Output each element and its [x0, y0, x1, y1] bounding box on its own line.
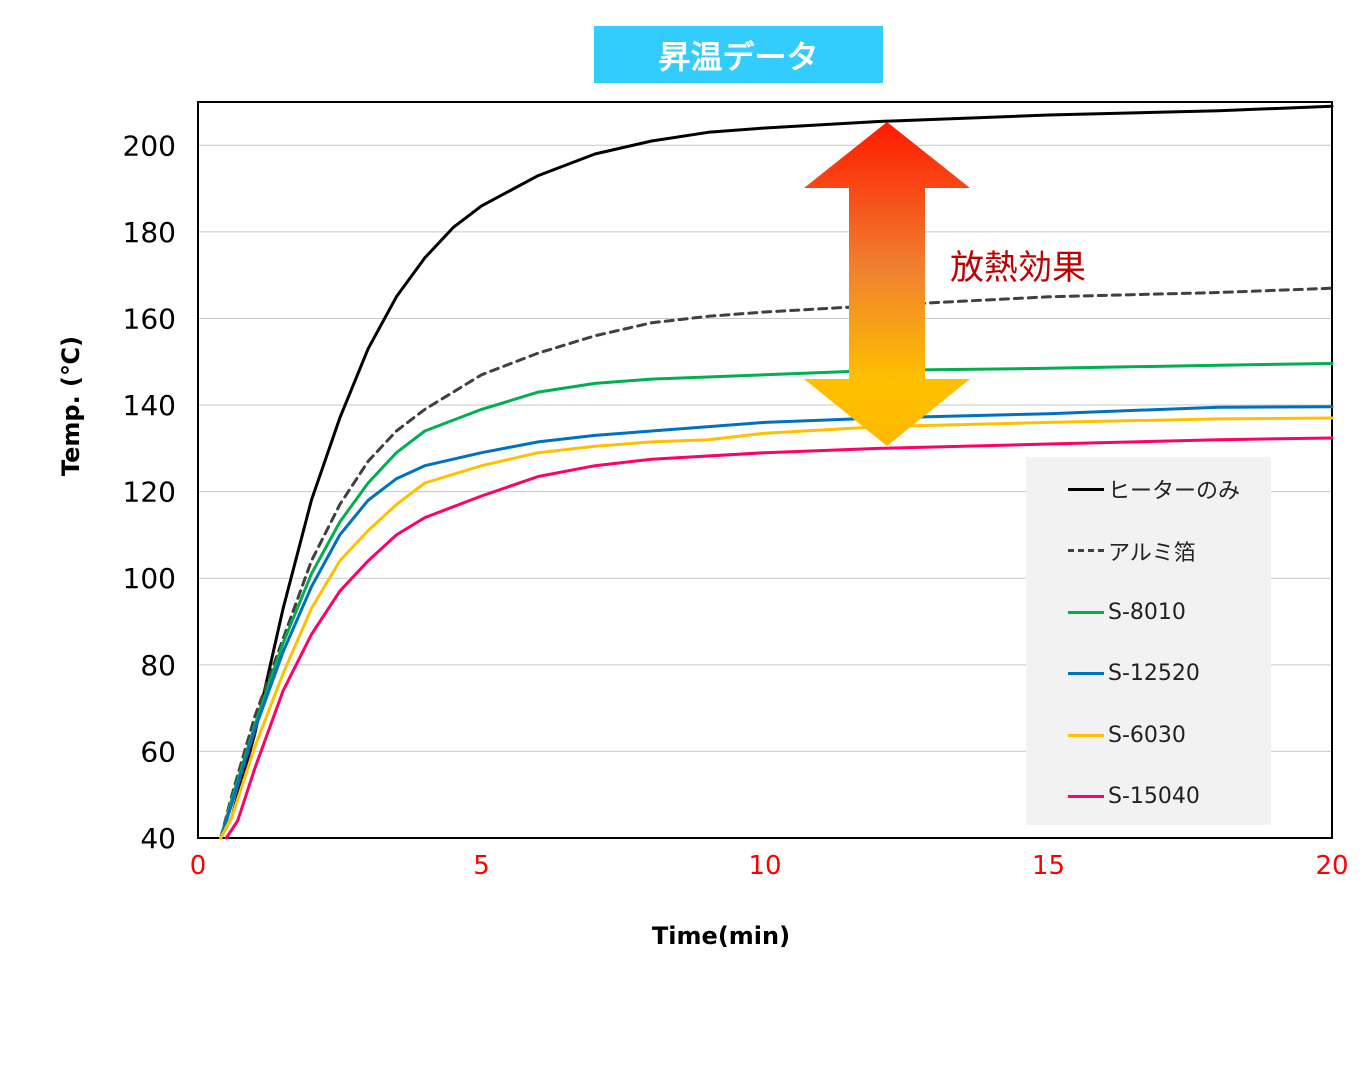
y-tick-label: 140 [123, 389, 176, 422]
x-tick-label: 15 [1032, 851, 1065, 881]
chart-title: 昇温データ [594, 26, 883, 83]
legend-item: S-12520 [1068, 659, 1200, 689]
gridlines [198, 144, 1332, 752]
legend-label: S-12520 [1108, 661, 1200, 686]
legend-label: S-15040 [1108, 784, 1200, 809]
series-line-6 [224, 436, 1334, 840]
legend: ヒーターのみ アルミ箔 S-8010 S-12520 S-6030 S-15040 [1026, 457, 1271, 825]
y-tick-label: 100 [123, 562, 176, 595]
legend-label: アルミ箔 [1108, 540, 1196, 566]
legend-swatch [1068, 610, 1104, 614]
y-axis-label: Temp. (℃) [57, 335, 85, 477]
y-tick-label: 120 [123, 476, 176, 509]
double-arrow-icon [804, 122, 970, 446]
x-tick-label: 5 [473, 851, 490, 881]
legend-swatch [1068, 672, 1104, 675]
y-tick-label: 40 [140, 822, 176, 855]
y-tick-label: 160 [123, 302, 176, 335]
x-tick-label: 20 [1315, 851, 1348, 881]
legend-swatch [1068, 549, 1104, 552]
legend-item: S-15040 [1068, 782, 1200, 812]
plot-area [197, 101, 1333, 839]
legend-swatch [1068, 795, 1104, 798]
y-tick-label: 200 [123, 129, 176, 162]
legend-item: ヒーターのみ [1068, 474, 1240, 504]
x-tick-label: 0 [190, 851, 207, 881]
x-tick-labels: 0 5 10 15 20 [190, 851, 1349, 881]
y-tick-label: 80 [140, 649, 176, 682]
heat-dissipation-annotation: 放熱効果 [950, 248, 1086, 288]
legend-label: S-6030 [1108, 722, 1186, 748]
legend-item: S-8010 [1068, 597, 1186, 627]
legend-item: アルミ箔 [1068, 536, 1196, 566]
series-line-1 [219, 104, 1334, 840]
legend-swatch [1068, 733, 1104, 737]
x-axis-label: Time(min) [651, 922, 791, 950]
y-tick-labels: 40 60 80 100 120 140 160 180 200 [123, 129, 176, 855]
legend-label: S-8010 [1108, 599, 1186, 625]
y-tick-label: 60 [140, 735, 176, 768]
y-tick-label: 180 [123, 216, 176, 249]
x-tick-label: 10 [748, 851, 781, 881]
legend-label: ヒーターのみ [1108, 479, 1241, 504]
legend-item: S-6030 [1068, 720, 1186, 750]
legend-swatch [1068, 487, 1104, 491]
